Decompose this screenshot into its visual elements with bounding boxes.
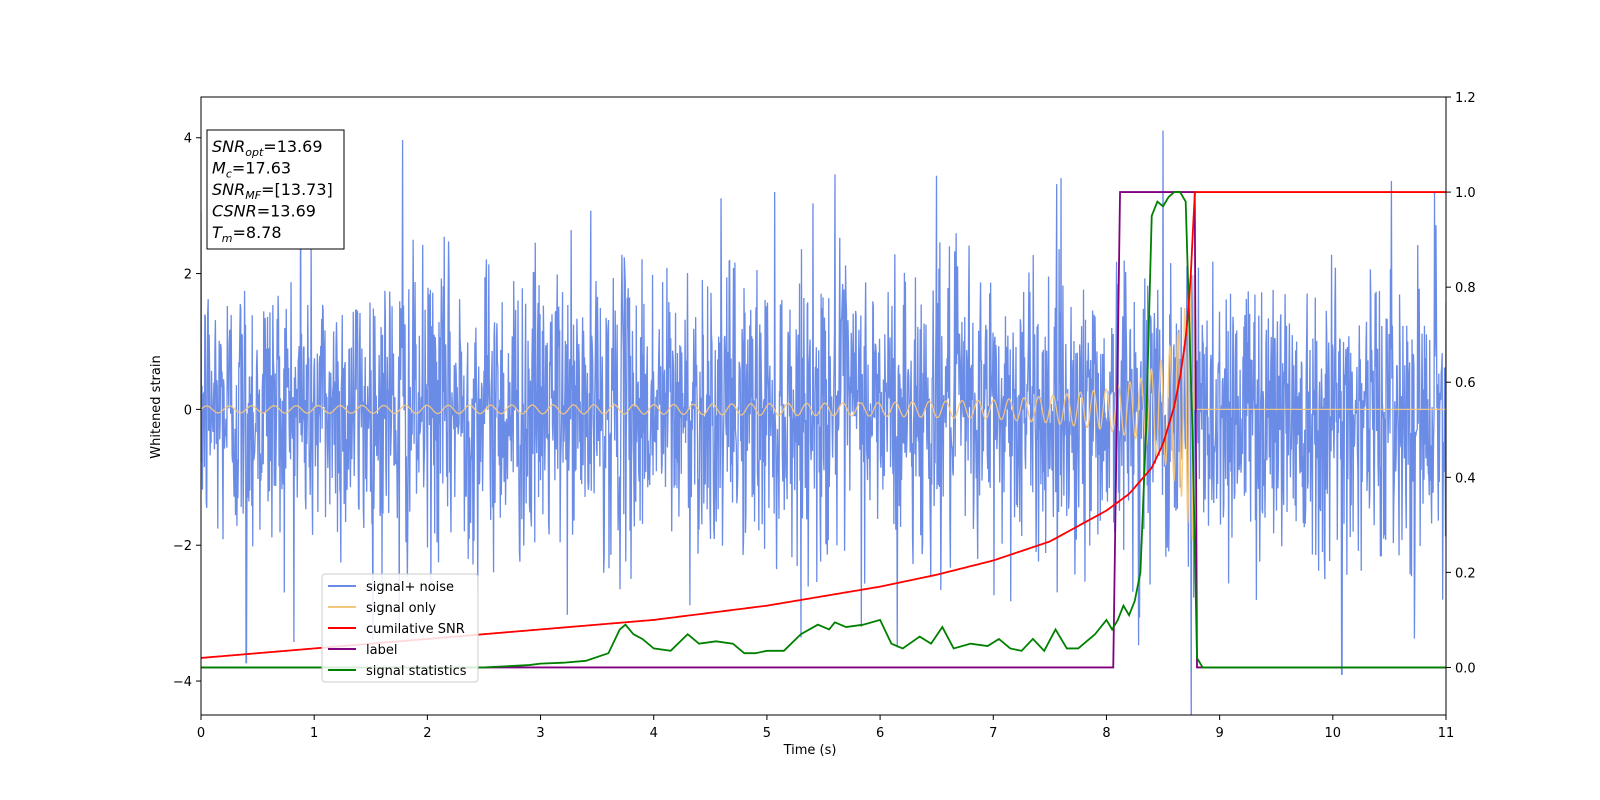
- y2-tick-label: 1.0: [1455, 186, 1476, 201]
- y-tick-label: −4: [173, 675, 192, 690]
- y-tick-label: 4: [184, 132, 192, 147]
- x-tick-label: 11: [1438, 726, 1455, 741]
- y-tick-label: 0: [184, 403, 192, 418]
- x-tick-label: 8: [1102, 726, 1110, 741]
- x-tick-label: 9: [1215, 726, 1223, 741]
- legend-label: label: [366, 643, 397, 658]
- snr-annotation-box: SNRopt=13.69Mc=17.63SNRMF=[13.73]CSNR=13…: [206, 129, 345, 250]
- annotation-frame: [206, 129, 345, 250]
- x-tick-label: 6: [876, 726, 884, 741]
- x-axis-label: Time (s): [783, 743, 837, 758]
- x-tick-label: 7: [989, 726, 997, 741]
- legend-frame: [321, 573, 479, 683]
- y-axis-label: Whitened strain: [149, 355, 164, 458]
- annotation-line: SNRopt=13.69: [212, 137, 323, 159]
- series-line-signal-noise: [201, 130, 1446, 715]
- axes-border: [200, 96, 1447, 716]
- y2-tick-label: 0.0: [1455, 661, 1476, 676]
- x-tick-label: 4: [650, 726, 658, 741]
- annotation-line: SNRMF=[13.73]: [212, 180, 333, 202]
- y-tick-label: −2: [173, 539, 192, 554]
- y2-tick-label: 0.4: [1455, 471, 1476, 486]
- legend-label: signal statistics: [366, 664, 467, 679]
- y-tick-label: 2: [184, 268, 192, 283]
- x-tick-label: 1: [310, 726, 318, 741]
- x-tick-label: 0: [197, 726, 205, 741]
- annotation-line: Mc=17.63: [212, 159, 291, 181]
- y2-tick-label: 0.6: [1455, 376, 1476, 391]
- legend-label: signal only: [366, 601, 436, 616]
- legend-label: cumilative SNR: [366, 622, 465, 637]
- annotation-line: Tm=8.78: [212, 223, 282, 245]
- annotation-line: CSNR=13.69: [212, 202, 316, 221]
- y2-tick-label: 0.8: [1455, 281, 1476, 296]
- legend-label: signal+ noise: [366, 580, 454, 595]
- x-tick-label: 2: [423, 726, 431, 741]
- series-line-signal-statistics: [201, 191, 1446, 669]
- x-tick-label: 5: [763, 726, 771, 741]
- axes-frame: [200, 96, 1447, 716]
- x-tick-label: 10: [1325, 726, 1342, 741]
- x-tick-label: 3: [536, 726, 544, 741]
- legend: signal+ noise signal only cumilative SNR la…: [321, 573, 479, 683]
- y2-tick-label: 1.2: [1455, 91, 1476, 106]
- y2-tick-label: 0.2: [1455, 566, 1476, 581]
- axes: 0 1 2 3 4 5 6 7 8 9 10 11 −4 −2 0 2 4 0.0 0.2 0.4 0.6 0.8 1.0 1…: [173, 91, 1476, 741]
- series-line-signal-only: [201, 275, 1446, 540]
